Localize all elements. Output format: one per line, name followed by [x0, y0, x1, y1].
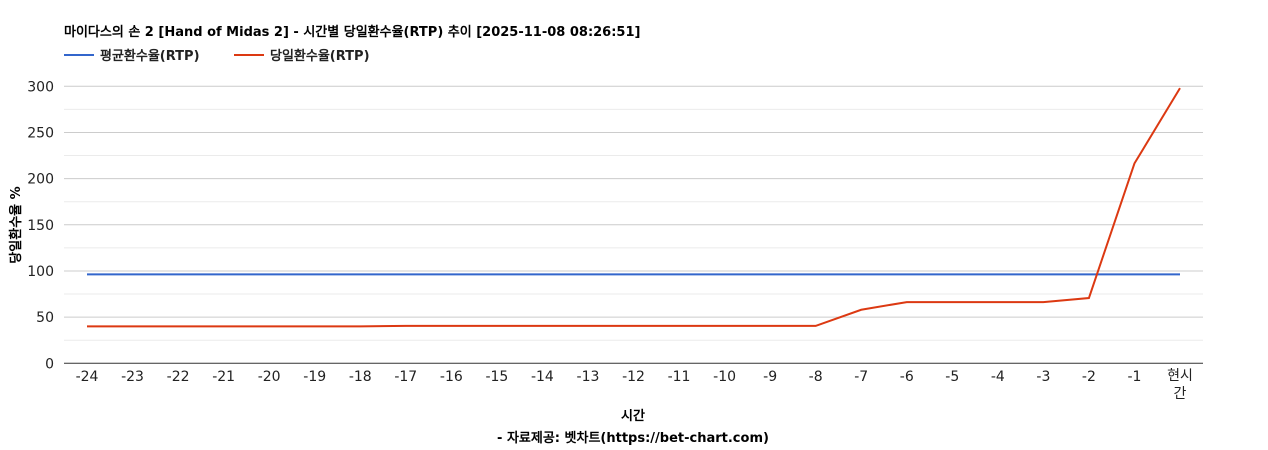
x-axis-label: 시간	[621, 408, 645, 424]
y-axis-ticks: 0 50 100 150 200 250 300	[27, 79, 54, 372]
x-tick-label: -21	[212, 369, 235, 385]
legend: 평균환수율(RTP) 당일환수율(RTP)	[64, 48, 370, 64]
x-tick-label: -13	[577, 369, 600, 385]
x-tick-label: -3	[1036, 369, 1050, 385]
x-tick-label: -15	[485, 369, 508, 385]
x-tick-label: -9	[763, 369, 777, 385]
x-tick-label: -20	[258, 369, 281, 385]
x-tick-label: -19	[303, 369, 326, 385]
y-tick-label: 300	[27, 79, 54, 95]
y-tick-label: 100	[27, 264, 54, 280]
legend-label: 평균환수율(RTP)	[100, 48, 200, 64]
x-tick-label: -10	[713, 369, 736, 385]
y-tick-label: 200	[27, 172, 54, 188]
x-tick-label: -18	[349, 369, 372, 385]
x-tick-label: -12	[622, 369, 645, 385]
x-tick-label: -5	[945, 369, 959, 385]
x-tick-label: -7	[854, 369, 868, 385]
y-tick-label: 150	[27, 218, 54, 234]
x-tick-label: -11	[668, 369, 691, 385]
y-tick-label: 0	[45, 356, 54, 372]
x-tick-label: -2	[1082, 369, 1096, 385]
chart-title: 마이다스의 손 2 [Hand of Midas 2] - 시간별 당일환수율(…	[64, 24, 640, 40]
x-tick-label: -8	[809, 369, 823, 385]
x-tick-label: -6	[900, 369, 914, 385]
source-note: - 자료제공: 벳차트(https://bet-chart.com)	[497, 430, 769, 446]
series-lines	[87, 87, 1181, 328]
x-tick-label: -4	[991, 369, 1005, 385]
x-tick-label: -14	[531, 369, 554, 385]
x-tick-label: -23	[121, 369, 144, 385]
x-tick-label-wrapper: 현시간	[1167, 368, 1193, 402]
x-tick-label: -17	[394, 369, 417, 385]
x-tick-label: -22	[167, 369, 190, 385]
gridlines	[64, 85, 1203, 364]
y-tick-label: 250	[27, 125, 54, 141]
y-axis-label: 당일환수율 %	[8, 186, 24, 263]
x-tick-label: -16	[440, 369, 463, 385]
x-tick-label: 현시간	[1167, 368, 1193, 402]
y-tick-label: 50	[36, 310, 54, 326]
series-line-1	[87, 87, 1181, 328]
x-axis-ticks: -24 -23 -22 -21 -20 -19 -18 -17 -16 -15 -14 -13 -12 -…	[76, 368, 1193, 402]
x-tick-label: -1	[1127, 369, 1141, 385]
legend-label: 당일환수율(RTP)	[270, 48, 370, 64]
x-tick-label: -24	[76, 369, 99, 385]
